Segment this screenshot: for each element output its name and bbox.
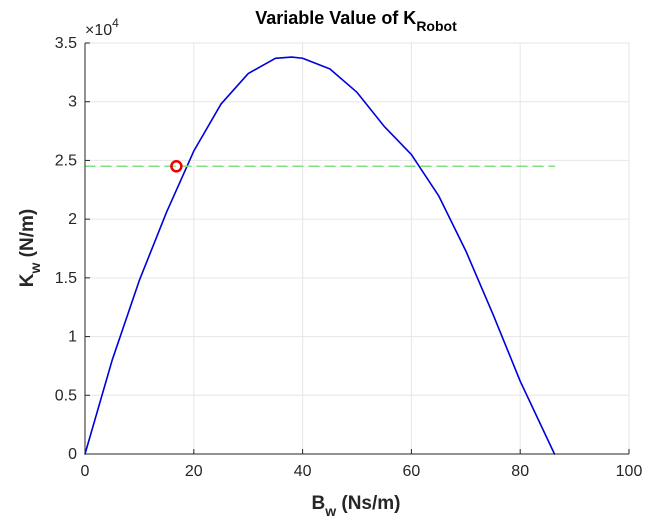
y-axis-label-unit: (N/m) [17,209,38,263]
y-tick-label: 0.5 [55,387,77,404]
y-tick-label: 3.5 [55,35,77,52]
grid-lines [84,42,630,455]
y-tick-label: 3 [68,94,77,111]
x-tick-label: 0 [81,463,90,480]
plot-background [85,43,629,454]
data-series [84,56,556,455]
y-tick-label: 2 [68,211,77,228]
x-tick-label: 80 [511,463,529,480]
y-tick-label: 1.5 [55,270,77,287]
tick-marks: 0 20 40 60 80 100 0 0.5 1 1.5 2 2.5 3 3.5 [55,35,643,480]
x-axis-label: Bw (Ns/m) [311,493,400,519]
intersection-marker [170,160,183,173]
plot-area [85,43,629,454]
x-axis-label-unit: (Ns/m) [336,493,400,514]
x-tick-label: 100 [616,463,643,480]
chart-title: Variable Value of KRobot [255,8,457,34]
x-axis-label-subscript: w [324,503,336,519]
y-tick-label: 1 [68,329,77,346]
chart-title-main: Variable Value of K [255,8,416,28]
axes [84,43,629,455]
y-tick-label: 2.5 [55,152,77,169]
y-axis-label-main: K [17,273,38,287]
labels: Variable Value of KRobot Bw (Ns/m) Kw (N… [17,8,457,519]
x-tick-label: 40 [294,463,312,480]
k-robot-curve [84,56,556,455]
x-tick-label: 60 [403,463,421,480]
y-axis-exponent-prefix: ×10 [85,22,112,39]
y-axis-label-subscript: w [27,262,43,274]
x-axis-label-main: B [311,493,325,514]
y-axis-exponent-power: 4 [112,16,119,30]
y-tick-label: 0 [68,446,77,463]
y-axis-label: Kw (N/m) [17,209,43,287]
y-axis-exponent: ×104 [85,16,119,39]
chart-title-subscript: Robot [416,18,457,34]
x-tick-label: 20 [185,463,203,480]
